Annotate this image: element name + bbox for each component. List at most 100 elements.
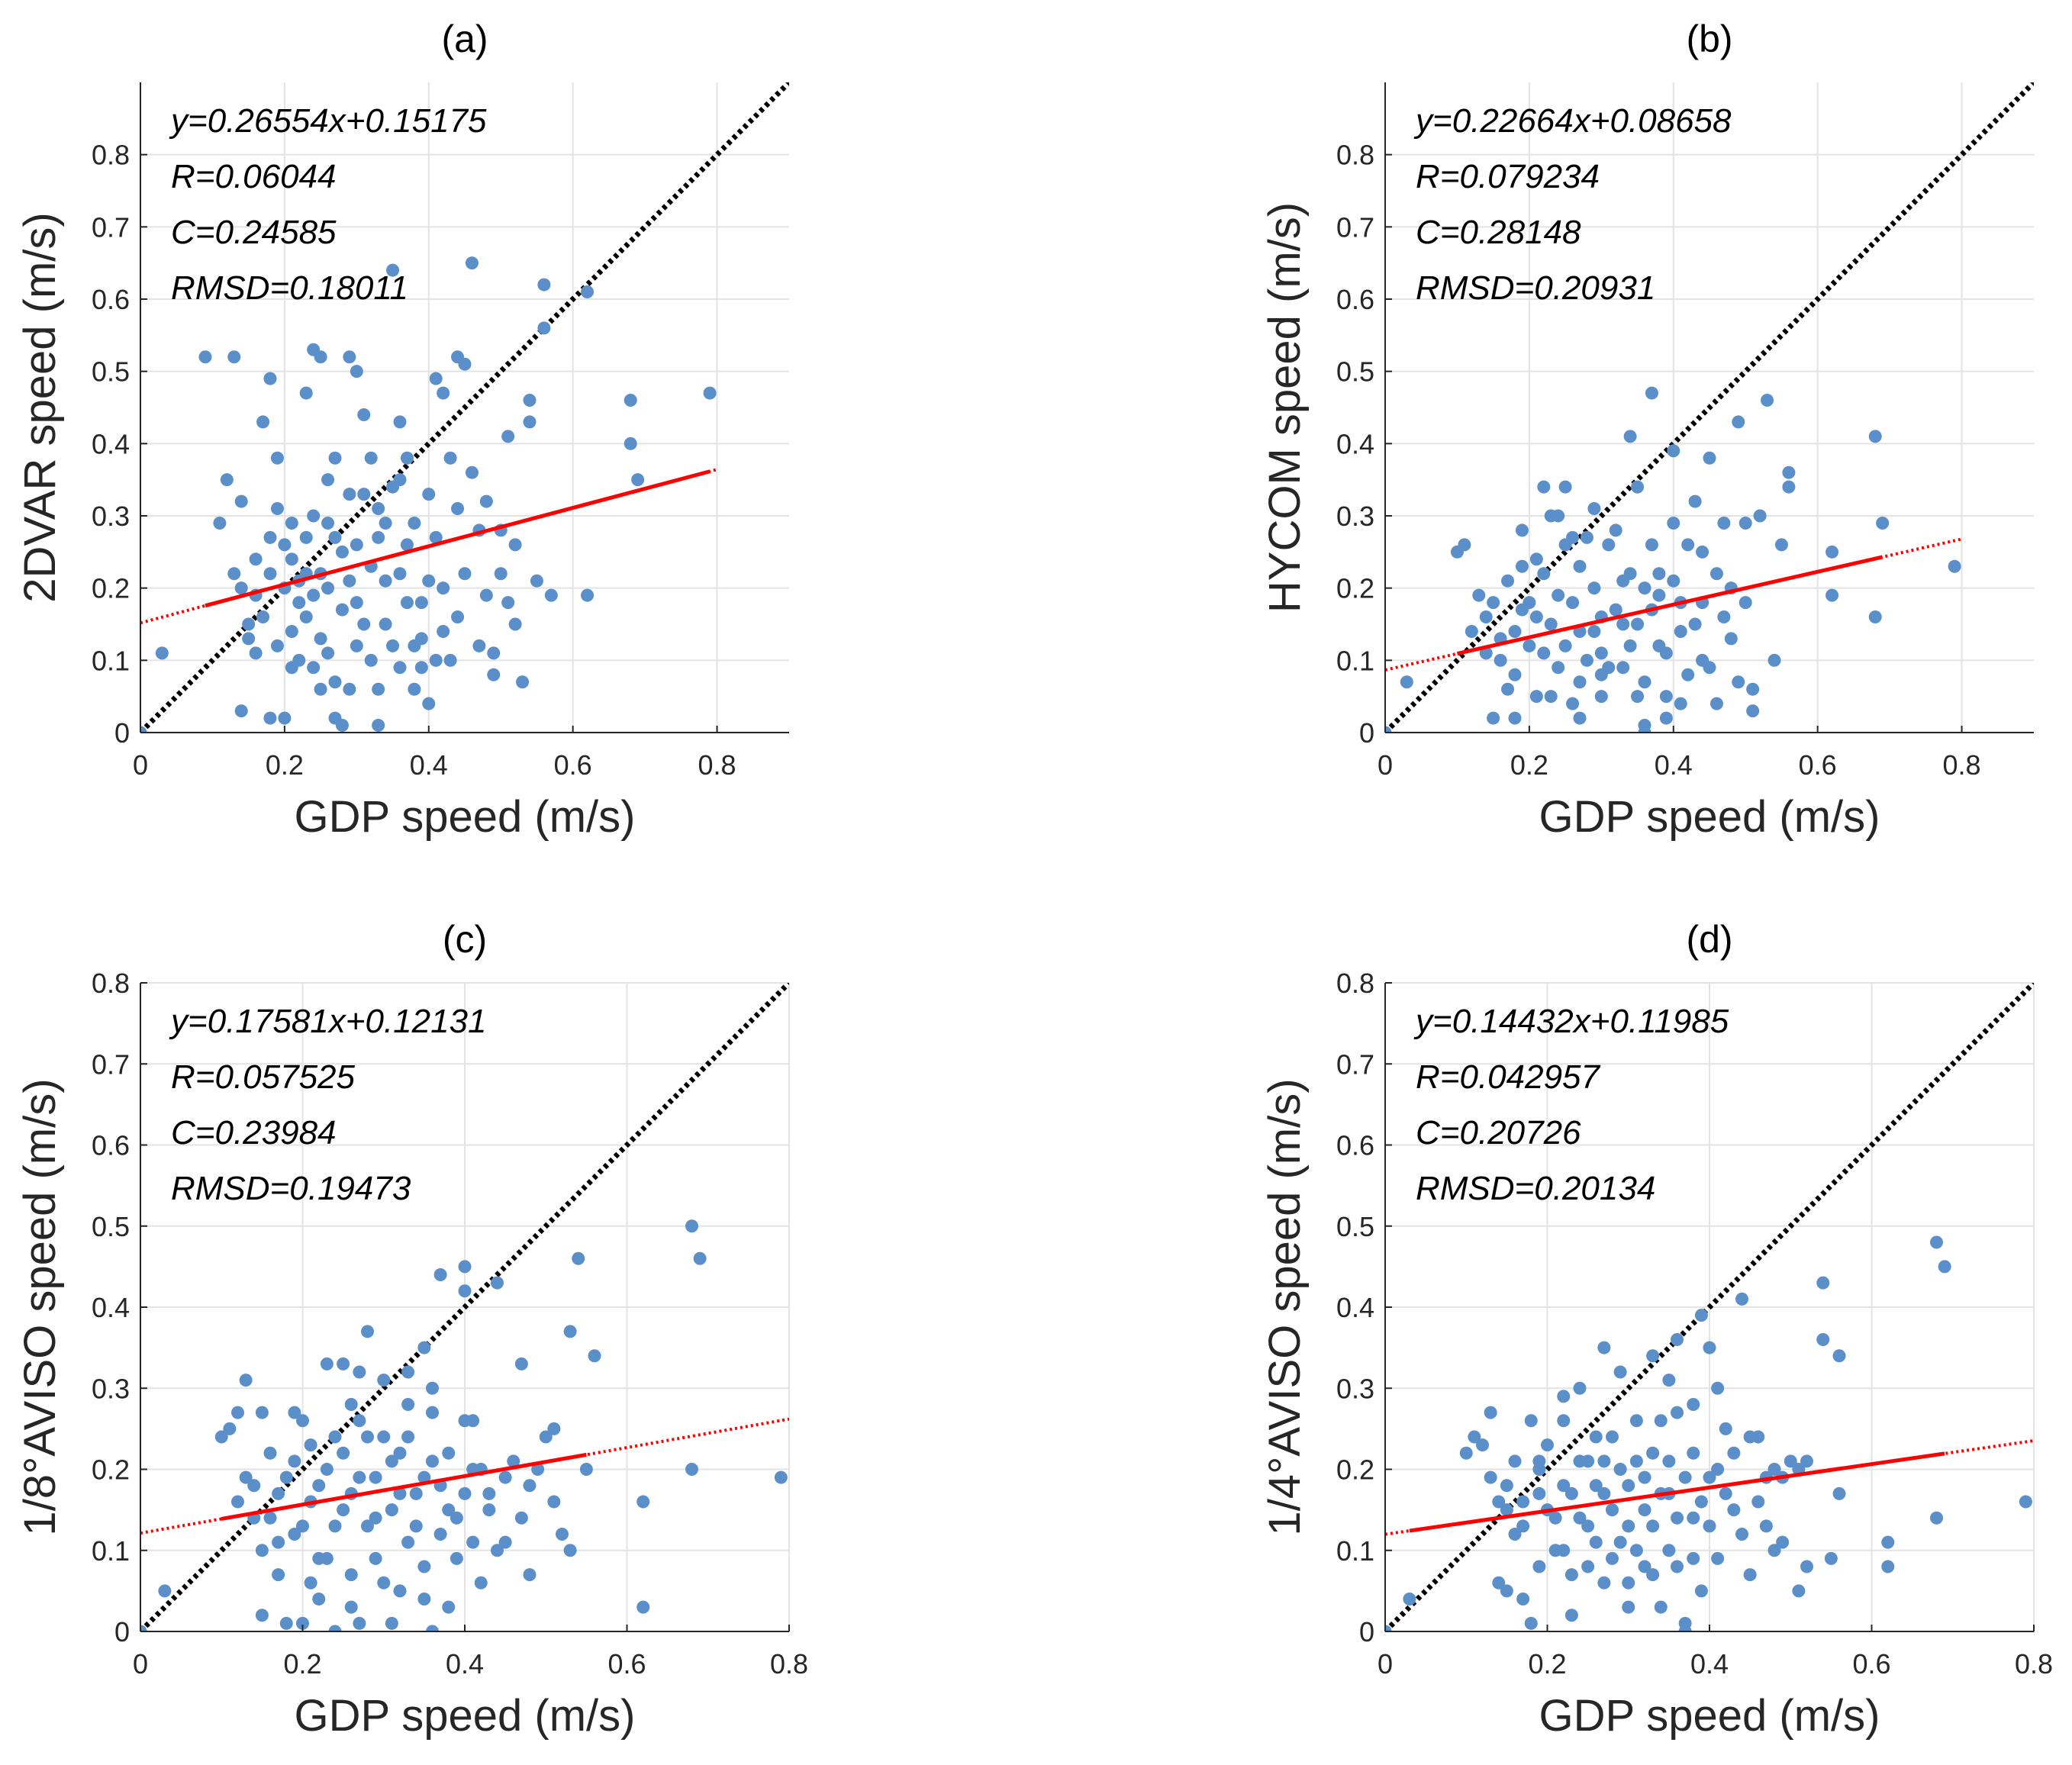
stats-text: R=0.057525 — [171, 1058, 356, 1096]
data-point — [703, 386, 717, 400]
data-point — [263, 711, 277, 725]
data-point — [466, 1535, 480, 1549]
data-point — [1566, 530, 1580, 544]
data-point — [328, 675, 342, 689]
data-point — [1938, 1260, 1951, 1274]
data-point — [1557, 1479, 1571, 1493]
data-point — [337, 1357, 350, 1370]
data-point — [1711, 1381, 1725, 1395]
data-point — [1645, 386, 1658, 400]
identity-line — [1385, 82, 2034, 733]
y-tick-label: 0.7 — [92, 211, 130, 243]
data-point — [321, 646, 335, 660]
x-axis-label: GDP speed (m/s) — [295, 792, 636, 842]
data-point — [1516, 1519, 1530, 1533]
data-point — [386, 639, 400, 652]
panel-a: 0 0.2 0.4 0.6 0.8 0 0.1 0.2 0.3 0.4 0.5 0.6 0.7 0.8 (a… — [15, 18, 789, 842]
data-point — [344, 1398, 358, 1411]
fit-line — [221, 1452, 587, 1521]
data-point — [514, 1511, 528, 1525]
data-point — [1523, 639, 1536, 652]
data-point — [1654, 1414, 1668, 1428]
stats-text: R=0.06044 — [171, 158, 337, 195]
data-point — [328, 451, 342, 465]
data-point — [539, 1430, 553, 1444]
y-tick-label: 0.1 — [92, 645, 130, 676]
y-axis-label: HYCOM speed (m/s) — [1260, 202, 1310, 613]
data-point — [1515, 559, 1529, 573]
data-point — [350, 596, 363, 610]
data-point — [1631, 690, 1645, 704]
fit-line — [1409, 1451, 1945, 1533]
data-point — [1552, 588, 1565, 602]
data-point — [1759, 1519, 1773, 1533]
data-point — [213, 516, 227, 530]
data-point — [1613, 1463, 1627, 1476]
data-point — [401, 1535, 415, 1549]
data-point — [537, 321, 551, 335]
data-point — [1508, 624, 1522, 638]
data-point — [357, 617, 371, 631]
data-point — [242, 617, 256, 631]
data-point — [442, 1446, 456, 1460]
data-point — [1687, 1511, 1700, 1525]
data-point — [693, 1251, 707, 1265]
data-point — [353, 1470, 366, 1484]
data-point — [1638, 1470, 1651, 1484]
data-point — [588, 1349, 601, 1363]
data-point — [1622, 1519, 1635, 1533]
data-point — [408, 516, 421, 530]
y-tick-label: 0.8 — [92, 140, 130, 171]
data-point — [1646, 1446, 1660, 1460]
data-point — [508, 617, 522, 631]
data-point — [1597, 1454, 1611, 1468]
data-point — [417, 1560, 431, 1573]
data-point — [417, 1341, 431, 1354]
data-point — [1581, 1560, 1595, 1573]
data-point — [417, 1470, 431, 1484]
plot-area — [140, 82, 789, 733]
data-point — [369, 1511, 382, 1525]
identity-line — [140, 983, 789, 1631]
stats-text: R=0.079234 — [1416, 158, 1600, 195]
data-point — [1638, 581, 1651, 595]
data-point — [1606, 1551, 1619, 1565]
data-point — [1580, 530, 1593, 544]
data-point — [320, 1551, 334, 1565]
y-tick-label: 0.2 — [92, 1454, 130, 1486]
data-point — [491, 1544, 504, 1557]
y-tick-label: 0 — [1359, 1616, 1374, 1647]
data-point — [458, 357, 472, 371]
data-point — [1767, 653, 1781, 667]
data-point — [1629, 1454, 1643, 1468]
data-point — [624, 394, 637, 407]
data-point — [1709, 697, 1723, 710]
data-point — [458, 1284, 472, 1298]
data-point — [414, 661, 428, 675]
data-point — [537, 278, 551, 291]
data-point — [361, 1325, 374, 1338]
data-point — [379, 617, 392, 631]
data-point — [400, 451, 414, 465]
data-point — [1774, 538, 1788, 552]
data-point — [1606, 1503, 1619, 1517]
data-point — [1566, 596, 1580, 610]
data-point — [320, 1357, 334, 1370]
data-point — [1594, 668, 1608, 681]
x-axis-label: GDP speed (m/s) — [1539, 792, 1880, 842]
data-point — [1753, 509, 1767, 523]
y-tick-label: 0 — [114, 717, 130, 749]
data-point — [1824, 1551, 1838, 1565]
data-point — [1638, 1503, 1651, 1517]
data-point — [1544, 617, 1558, 631]
data-point — [304, 1576, 317, 1589]
data-point — [1629, 1414, 1643, 1428]
data-point — [1479, 646, 1493, 660]
data-point — [556, 1528, 569, 1541]
data-point — [1487, 596, 1500, 610]
data-point — [1629, 1544, 1643, 1557]
data-point — [1573, 711, 1587, 725]
data-point — [581, 588, 595, 602]
data-point — [1659, 646, 1673, 660]
stats-text: C=0.20726 — [1416, 1114, 1581, 1151]
